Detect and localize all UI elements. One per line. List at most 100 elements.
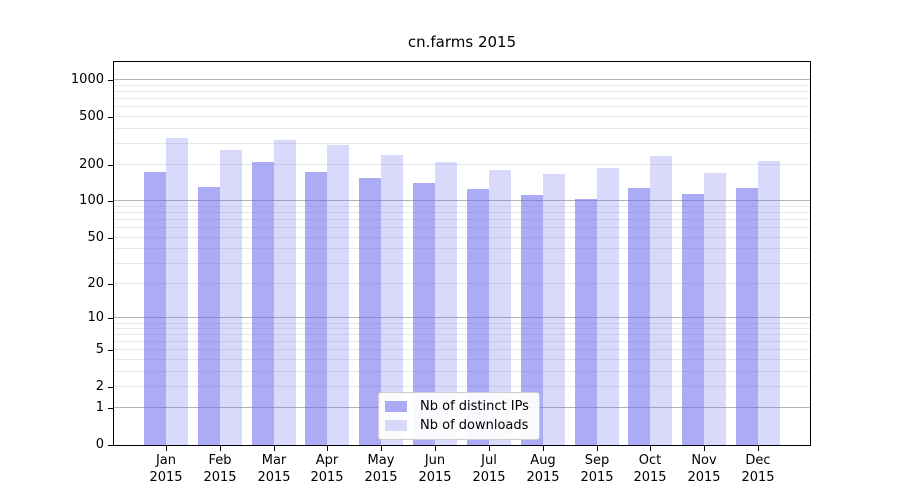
y-tick-label: 1	[95, 400, 104, 415]
y-tick-label: 2	[95, 379, 104, 394]
x-tick-mark	[381, 446, 382, 451]
bar-downloads-sep	[596, 167, 619, 445]
bar-downloads-oct	[650, 155, 673, 445]
x-tick-mark	[543, 446, 544, 451]
grid-layer	[114, 62, 810, 445]
x-tick-year: 2015	[741, 470, 775, 485]
bar-downloads-jun	[435, 161, 458, 445]
x-tick-month: Oct	[638, 453, 662, 468]
x-tick-mark	[650, 446, 651, 451]
y-tick-label: 0	[95, 437, 104, 452]
x-tick-month: Sep	[584, 453, 610, 468]
y-tick-label: 20	[87, 276, 104, 291]
x-tick-label: Feb 2015	[190, 452, 250, 486]
gridline-minor	[114, 328, 810, 330]
gridline-minor	[114, 283, 810, 285]
gridline-minor	[114, 370, 810, 372]
x-tick-year: 2015	[418, 470, 452, 485]
x-tick-mark	[166, 446, 167, 451]
gridline-minor	[114, 142, 810, 144]
bar-downloads-mar	[273, 139, 296, 445]
gridline-major	[114, 200, 810, 202]
x-tick-month: Jan	[155, 453, 177, 468]
x-tick-year: 2015	[633, 470, 667, 485]
y-tick-label: 200	[79, 157, 104, 172]
y-tick-label: 10	[87, 310, 104, 325]
x-tick-year: 2015	[526, 470, 560, 485]
gridline-minor	[114, 236, 810, 238]
legend-label: Nb of downloads	[420, 417, 529, 433]
x-tick-month: Dec	[745, 453, 771, 468]
y-tick-mark	[108, 117, 113, 118]
x-tick-label: Jul 2015	[459, 452, 519, 486]
bar-distinct-ips-nov	[682, 194, 705, 445]
x-tick-month: Mar	[261, 453, 287, 468]
gridline-minor	[114, 164, 810, 166]
bar-downloads-aug	[542, 173, 565, 445]
bar-distinct-ips-aug	[520, 194, 543, 445]
gridline-minor	[114, 106, 810, 108]
y-tick-mark	[108, 350, 113, 351]
bar-distinct-ips-sep	[574, 199, 597, 445]
gridline-minor	[114, 349, 810, 351]
x-tick-mark	[489, 446, 490, 451]
x-tick-label: Sep 2015	[567, 452, 627, 486]
x-tick-year: 2015	[257, 470, 291, 485]
bar-downloads-jan	[166, 137, 188, 445]
x-tick-month: Jul	[481, 453, 497, 468]
bar-downloads-jul	[488, 169, 511, 445]
bar-distinct-ips-may	[359, 177, 382, 445]
gridline-major	[114, 79, 810, 81]
x-tick-year: 2015	[364, 470, 398, 485]
gridline-minor	[114, 322, 810, 324]
legend: Nb of distinct IPs Nb of downloads	[378, 392, 540, 440]
y-tick-mark	[108, 445, 113, 446]
x-tick-label: Jan 2015	[136, 452, 196, 486]
y-tick-mark	[108, 80, 113, 81]
legend-swatch	[385, 400, 407, 412]
x-tick-month: Nov	[691, 453, 717, 468]
gridline-minor	[114, 341, 810, 343]
x-tick-mark	[220, 446, 221, 451]
y-tick-mark	[108, 318, 113, 319]
gridline-minor	[114, 212, 810, 214]
gridline-minor	[114, 205, 810, 207]
x-tick-mark	[704, 446, 705, 451]
gridline-minor	[114, 262, 810, 264]
x-tick-year: 2015	[687, 470, 721, 485]
plot-area: Nb of distinct IPs Nb of downloads	[113, 61, 811, 446]
x-tick-label: Oct 2015	[620, 452, 680, 486]
x-tick-year: 2015	[580, 470, 614, 485]
x-tick-month: Aug	[530, 453, 556, 468]
bar-distinct-ips-feb	[197, 186, 220, 445]
x-tick-label: Apr 2015	[297, 452, 357, 486]
y-tick-label: 100	[79, 193, 104, 208]
x-tick-label: May 2015	[351, 452, 411, 486]
x-tick-mark	[327, 446, 328, 451]
bar-distinct-ips-jan	[144, 171, 166, 445]
gridline-minor	[114, 91, 810, 93]
bar-downloads-nov	[704, 172, 727, 445]
gridline-minor	[114, 248, 810, 250]
bar-distinct-ips-apr	[305, 171, 328, 445]
legend-entry: Nb of downloads	[385, 417, 529, 433]
y-tick-mark	[108, 238, 113, 239]
gridline-minor	[114, 359, 810, 361]
y-tick-mark	[108, 284, 113, 285]
x-tick-mark	[435, 446, 436, 451]
bar-downloads-feb	[219, 150, 242, 445]
bar-distinct-ips-jul	[466, 188, 489, 445]
y-tick-mark	[108, 201, 113, 202]
y-tick-label: 500	[79, 109, 104, 124]
x-tick-month: May	[367, 453, 395, 468]
bar-layer	[114, 62, 810, 445]
x-tick-label: Mar 2015	[244, 452, 304, 486]
x-tick-mark	[758, 446, 759, 451]
gridline-major	[114, 317, 810, 319]
gridline-minor	[114, 386, 810, 388]
legend-label: Nb of distinct IPs	[420, 398, 529, 414]
gridline-minor	[114, 219, 810, 221]
x-tick-month: Apr	[315, 453, 339, 468]
y-tick-mark	[108, 408, 113, 409]
gridline-minor	[114, 127, 810, 129]
